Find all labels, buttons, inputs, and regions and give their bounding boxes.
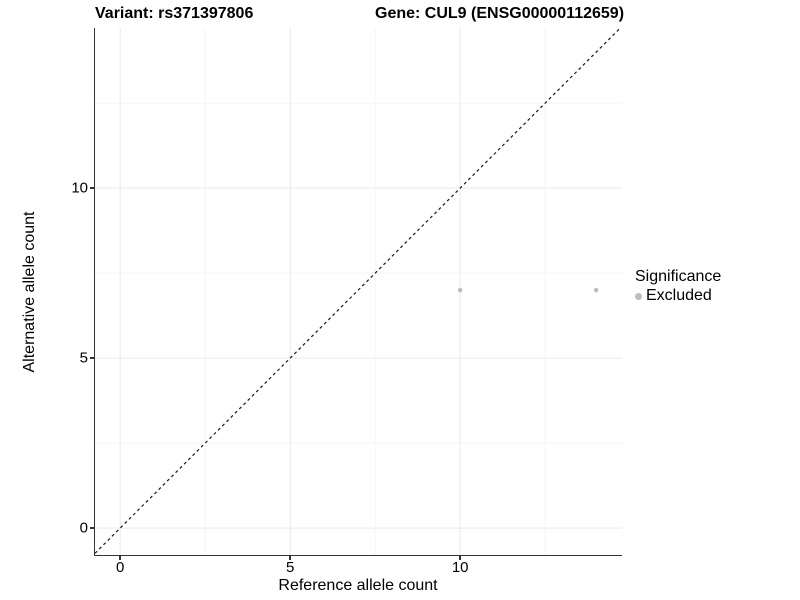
plot-title-gene: Gene: CUL9 (ENSG00000112659) [375,5,625,22]
legend-item-label: Excluded [646,287,712,304]
legend-item-excluded: Excluded [635,287,721,305]
y-axis-tick-label: 5 [79,349,88,367]
y-axis-tick [89,527,94,529]
legend-title: Significance [635,268,722,285]
x-axis-tick-label: 0 [115,559,125,576]
y-axis-tick [89,357,94,359]
plot-panel [93,28,622,556]
y-axis-tick-label: 10 [71,179,88,197]
legend: Significance Excluded [635,268,721,305]
x-axis-tick-label: 5 [285,559,295,576]
x-axis-title: Reference allele count [278,577,438,594]
data-point [593,287,598,293]
y-axis-tick-label: 0 [79,519,88,537]
excluded-point-icon [635,292,642,300]
data-point [457,287,462,293]
y-axis-title: Alternative allele count [21,211,38,373]
plot-title-variant: Variant: rs371397806 [95,5,254,22]
y-axis-tick [89,187,94,189]
x-axis-tick [119,555,121,560]
identity-dashed-line [94,28,621,554]
x-axis-tick-label: 10 [451,559,469,576]
scatter-plot-area [94,28,622,555]
x-axis-tick [459,555,461,560]
x-axis-tick [289,555,291,560]
